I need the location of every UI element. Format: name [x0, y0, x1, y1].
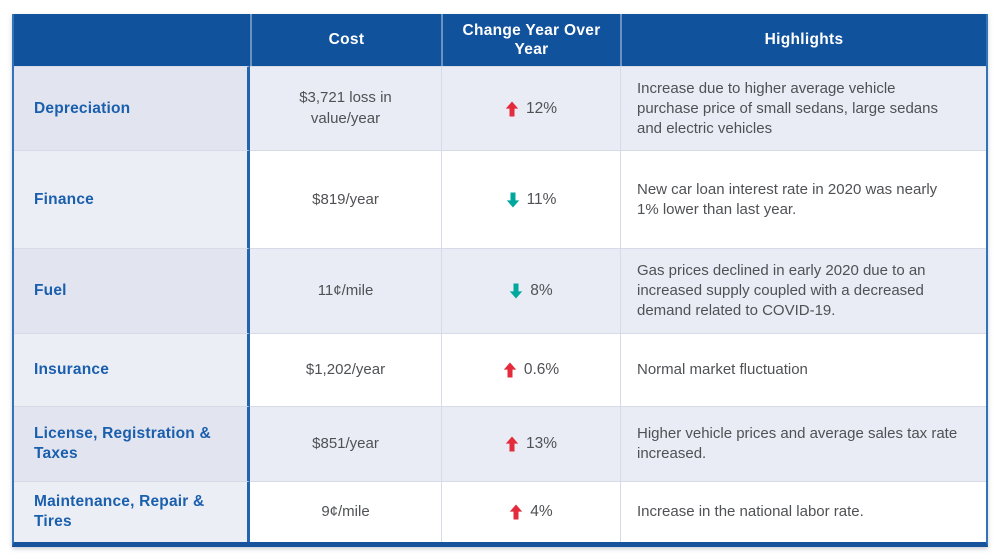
cost-value: 11¢/mile	[317, 281, 374, 299]
row-label: Insurance	[34, 360, 110, 378]
header-highlights: Highlights	[620, 14, 986, 66]
down-arrow-icon	[506, 192, 520, 208]
cost-comparison-table: Cost Change Year Over Year Highlights De…	[12, 14, 988, 548]
row-label: License, Registration & Taxes	[34, 424, 211, 462]
row-label-cell: Depreciation	[14, 66, 250, 151]
change-cell: 11%	[441, 150, 620, 249]
cost-cell: $819/year	[250, 150, 441, 249]
highlight-cell: Normal market fluctuation	[620, 332, 986, 406]
highlight-text: New car loan interest rate in 2020 was n…	[637, 181, 938, 218]
table-header-row: Cost Change Year Over Year Highlights	[14, 14, 986, 66]
row-label-cell: Fuel	[14, 248, 250, 333]
change-percent: 0.6%	[523, 360, 560, 378]
table-row-depreciation: Depreciation $3,721 loss in value/year 1…	[14, 66, 986, 151]
up-arrow-icon	[503, 362, 517, 378]
change-percent: 11%	[526, 190, 557, 208]
page: Cost Change Year Over Year Highlights De…	[12, 14, 988, 548]
highlight-cell: Higher vehicle prices and average sales …	[620, 405, 986, 481]
row-label-cell: Insurance	[14, 332, 250, 406]
table-row-fuel: Fuel 11¢/mile 8% Gas prices declined in …	[14, 248, 986, 333]
highlight-cell: New car loan interest rate in 2020 was n…	[620, 150, 986, 249]
change-percent: 8%	[530, 282, 553, 300]
table-row-insurance: Insurance $1,202/year 0.6% Normal market…	[14, 332, 986, 406]
up-arrow-icon	[509, 504, 523, 520]
highlight-text: Normal market fluctuation	[637, 360, 808, 378]
up-arrow-icon	[505, 436, 519, 452]
change-cell: 12%	[441, 66, 620, 151]
row-label-cell: License, Registration & Taxes	[14, 405, 250, 481]
change-cell: 4%	[441, 480, 620, 543]
cost-value: $819/year	[312, 190, 379, 208]
change-percent: 4%	[530, 502, 553, 520]
change-cell: 8%	[441, 248, 620, 333]
highlight-text: Increase due to higher average vehicle p…	[637, 80, 938, 137]
header-change-yoy: Change Year Over Year	[441, 14, 620, 66]
cost-cell: $851/year	[250, 405, 441, 481]
highlight-cell: Increase due to higher average vehicle p…	[620, 66, 986, 151]
change-percent: 13%	[525, 434, 558, 452]
cost-value: $851/year	[312, 434, 379, 452]
table-row-finance: Finance $819/year 11% New car loan inter…	[14, 150, 986, 249]
row-label-cell: Finance	[14, 150, 250, 249]
cost-cell: $3,721 loss in value/year	[250, 66, 441, 151]
header-category	[14, 14, 250, 66]
down-arrow-icon	[509, 283, 523, 299]
row-label: Finance	[34, 190, 94, 208]
row-label-cell: Maintenance, Repair & Tires	[14, 480, 250, 543]
highlight-text: Higher vehicle prices and average sales …	[637, 424, 958, 462]
change-cell: 0.6%	[441, 332, 620, 406]
up-arrow-icon	[505, 101, 519, 117]
cost-value: 9¢/mile	[321, 502, 370, 520]
row-label: Maintenance, Repair & Tires	[34, 492, 205, 530]
cost-cell: $1,202/year	[250, 332, 441, 406]
cost-value: $1,202/year	[305, 360, 386, 378]
row-label: Fuel	[34, 282, 67, 300]
highlight-text: Gas prices declined in early 2020 due to…	[637, 262, 926, 319]
change-cell: 13%	[441, 405, 620, 481]
cost-cell: 11¢/mile	[250, 248, 441, 333]
highlight-text: Increase in the national labor rate.	[637, 503, 864, 521]
highlight-cell: Gas prices declined in early 2020 due to…	[620, 248, 986, 333]
table-row-license-registration-taxes: License, Registration & Taxes $851/year …	[14, 405, 986, 481]
row-label: Depreciation	[34, 99, 131, 117]
cost-cell: 9¢/mile	[250, 480, 441, 543]
table-row-maintenance-repair-tires: Maintenance, Repair & Tires 9¢/mile 4% I…	[14, 480, 986, 543]
change-percent: 12%	[525, 99, 558, 117]
header-cost: Cost	[250, 14, 441, 66]
cost-value: $3,721 loss in value/year	[299, 89, 392, 127]
highlight-cell: Increase in the national labor rate.	[620, 480, 986, 543]
